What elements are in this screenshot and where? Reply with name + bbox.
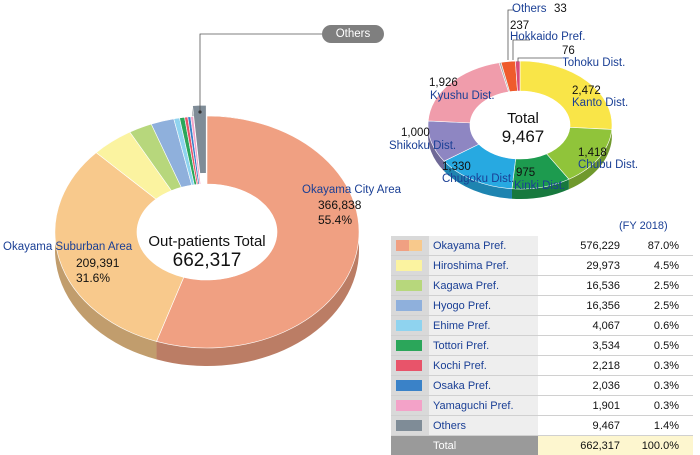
row-value: 2,036	[538, 376, 624, 396]
row-swatch-cell	[391, 256, 429, 276]
row-swatch-cell	[391, 376, 429, 396]
row-value: 29,973	[538, 256, 624, 276]
row-name: Osaka Pref.	[429, 376, 538, 396]
label-others-dist: Others	[512, 2, 547, 16]
total-percent: 100.0%	[624, 436, 693, 455]
total-label: Total	[429, 436, 538, 455]
leader-others-callout	[200, 34, 322, 112]
color-swatch	[396, 320, 422, 331]
color-swatch	[396, 400, 422, 411]
pct-okayama-city-area: 55.4%	[318, 213, 352, 227]
label-kyushu: Kyushu Dist.	[430, 89, 495, 103]
fiscal-year-caption: (FY 2018)	[619, 220, 668, 232]
row-percent: 0.5%	[624, 336, 693, 356]
label-shikoku: Shikoku Dist.	[389, 139, 456, 153]
row-name: Hyogo Pref.	[429, 296, 538, 316]
row-value: 576,229	[538, 236, 624, 256]
color-swatch	[396, 300, 422, 311]
row-value: 2,218	[538, 356, 624, 376]
label-chugoku: Chugoku Dist.	[442, 172, 514, 186]
row-percent: 2.5%	[624, 296, 693, 316]
label-tohoku: Tohoku Dist.	[562, 56, 625, 70]
big-donut-center-value: 662,317	[132, 250, 282, 272]
color-swatch	[396, 240, 422, 251]
row-name: Ehime Pref.	[429, 316, 538, 336]
row-swatch-cell	[391, 396, 429, 416]
row-percent: 0.3%	[624, 396, 693, 416]
row-name: Hiroshima Pref.	[429, 256, 538, 276]
label-chubu: Chubu Dist.	[578, 158, 638, 172]
row-swatch-cell	[391, 336, 429, 356]
value-kinki: 975	[516, 166, 535, 180]
row-value: 1,901	[538, 396, 624, 416]
value-shikoku: 1,000	[401, 126, 430, 140]
value-kyushu: 1,926	[429, 76, 458, 90]
label-kanto: Kanto Dist.	[572, 96, 628, 110]
big-donut-center-label: Out-patients Total	[132, 233, 282, 250]
row-name: Kagawa Pref.	[429, 276, 538, 296]
row-value: 9,467	[538, 416, 624, 436]
color-swatch	[396, 260, 422, 271]
row-swatch-cell	[391, 236, 429, 256]
row-name: Yamaguchi Pref.	[429, 396, 538, 416]
color-swatch	[396, 360, 422, 371]
pct-okayama-suburban-area: 31.6%	[76, 271, 110, 285]
row-percent: 0.3%	[624, 376, 693, 396]
label-kinki: Kinki Dist.	[514, 179, 565, 193]
label-okayama-suburban-area: Okayama Suburban Area	[3, 240, 132, 254]
row-swatch-cell	[391, 296, 429, 316]
small-donut-center-label: Total	[478, 110, 568, 127]
total-value: 662,317	[538, 436, 624, 455]
row-percent: 1.4%	[624, 416, 693, 436]
color-swatch	[396, 340, 422, 351]
value-okayama-suburban-area: 209,391	[76, 256, 119, 270]
leader-others-dot	[198, 110, 201, 113]
label-hokkaido: Hokkaido Pref.	[510, 30, 585, 44]
row-name: Kochi Pref.	[429, 356, 538, 376]
label-okayama-city-area: Okayama City Area	[302, 183, 401, 197]
row-swatch-cell	[391, 316, 429, 336]
row-percent: 0.6%	[624, 316, 693, 336]
color-swatch	[396, 420, 422, 431]
row-value: 4,067	[538, 316, 624, 336]
row-name: Okayama Pref.	[429, 236, 538, 256]
value-okayama-city-area: 366,838	[318, 198, 361, 212]
row-value: 3,534	[538, 336, 624, 356]
others-callout-tag: Others	[322, 25, 384, 43]
row-swatch-cell	[391, 356, 429, 376]
small-donut-center-value: 9,467	[478, 127, 568, 147]
row-percent: 0.3%	[624, 356, 693, 376]
row-swatch-cell	[391, 276, 429, 296]
row-percent: 87.0%	[624, 236, 693, 256]
row-value: 16,536	[538, 276, 624, 296]
row-name: Others	[429, 416, 538, 436]
row-name: Tottori Pref.	[429, 336, 538, 356]
row-percent: 2.5%	[624, 276, 693, 296]
row-swatch-cell	[391, 416, 429, 436]
row-value: 16,356	[538, 296, 624, 316]
value-others-dist: 33	[554, 2, 567, 16]
color-swatch	[396, 380, 422, 391]
row-percent: 4.5%	[624, 256, 693, 276]
color-swatch	[396, 280, 422, 291]
total-swatch-cell	[391, 436, 429, 455]
